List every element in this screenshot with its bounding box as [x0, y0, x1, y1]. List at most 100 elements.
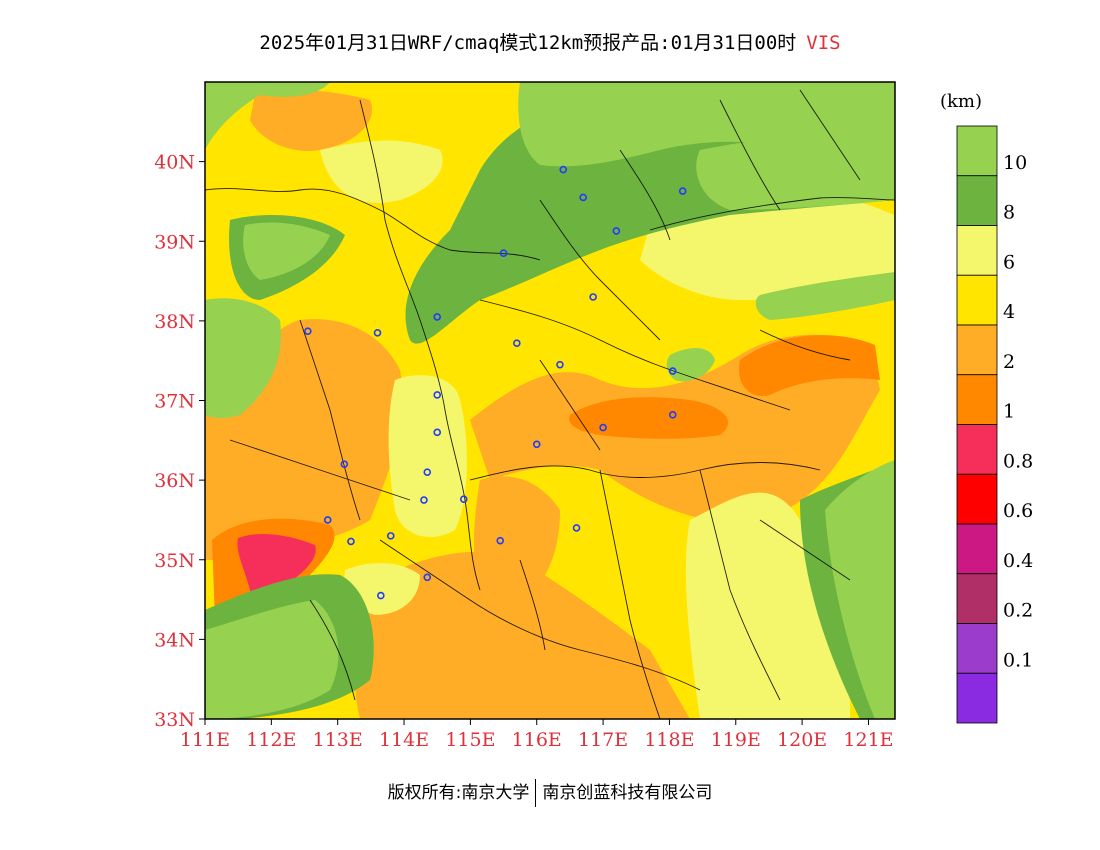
city-marker — [433, 391, 442, 399]
footer-divider — [535, 779, 537, 807]
colorbar-swatch — [956, 623, 998, 674]
lat-tick-label: 35N — [154, 550, 195, 572]
colorbar-label: 0.6 — [1003, 500, 1033, 522]
city-marker — [420, 496, 428, 504]
city-marker — [668, 411, 677, 419]
title-main: 2025年01月31日WRF/cmaq模式12km预报产品:01月31日00时 — [259, 32, 797, 54]
colorbar-swatch — [956, 125, 998, 177]
city-marker — [572, 524, 581, 532]
colorbar-unit: (km) — [940, 91, 982, 112]
vis-zone-deeporange-east — [569, 397, 729, 439]
city-markers — [304, 165, 687, 600]
vis-zone-orange-southcentral — [474, 476, 560, 610]
colorbar-swatch — [956, 672, 998, 724]
colorbar-swatch — [956, 424, 998, 475]
city-marker — [433, 428, 442, 437]
city-marker — [668, 367, 677, 375]
colorbar-swatch — [956, 274, 998, 326]
vis-zone-green-west — [205, 298, 281, 419]
city-marker — [377, 591, 385, 600]
colorbar-swatch — [956, 324, 998, 376]
lon-tick-label: 120E — [777, 729, 827, 751]
city-marker — [323, 516, 332, 524]
vis-zone-green-nw — [205, 82, 330, 150]
footer-left: 版权所有:南京大学 — [387, 783, 530, 803]
city-marker — [513, 339, 521, 347]
copyright-footer: 版权所有:南京大学 南京创蓝科技有限公司 — [0, 778, 1100, 807]
city-marker — [496, 536, 505, 545]
colorbar-swatch — [956, 175, 998, 226]
colorbar-label: 1 — [1003, 401, 1015, 423]
colorbar-label: 0.1 — [1003, 649, 1033, 671]
vis-zone-deeporange-coast — [739, 335, 880, 396]
lon-tick-label: 113E — [313, 729, 363, 751]
city-marker — [678, 187, 687, 195]
lon-tick-label: 117E — [578, 729, 628, 751]
city-marker — [579, 193, 587, 202]
vis-zone-green-sea — [755, 272, 895, 320]
city-marker — [559, 165, 568, 174]
vis-zone-lightyellow-east — [640, 199, 895, 300]
vis-zone-green-east — [825, 460, 895, 719]
city-marker — [459, 495, 468, 504]
vis-zone-low-hotspot — [237, 534, 316, 600]
vis-zone-green-westmid — [243, 222, 330, 280]
colorbar-swatch — [956, 473, 998, 525]
city-marker — [423, 573, 432, 582]
lat-tick-label: 39N — [154, 231, 195, 253]
lon-tick-label: 118E — [644, 729, 694, 751]
lon-tick-label: 111E — [180, 729, 230, 751]
city-marker — [373, 329, 382, 337]
colorbar-label: 0.4 — [1003, 550, 1033, 572]
vis-zone-green-sw — [205, 600, 339, 719]
lat-tick-label: 34N — [154, 629, 195, 651]
colorbar-swatch — [956, 573, 998, 624]
colorbar-label: 0.8 — [1003, 450, 1033, 472]
title-variable: VIS — [806, 32, 841, 54]
city-marker — [433, 313, 442, 321]
lon-tick-label: 121E — [843, 729, 893, 751]
admin-borders — [205, 89, 895, 719]
vis-zone-green-northeast2 — [696, 135, 895, 210]
colorbar-label: 4 — [1003, 301, 1015, 323]
lat-tick-label: 33N — [154, 709, 195, 731]
lon-tick-label: 119E — [711, 729, 761, 751]
lon-tick-label: 112E — [246, 729, 296, 751]
lon-tick-label: 116E — [512, 729, 562, 751]
colorbar-swatch — [956, 225, 998, 276]
colorbar: (km) 10 8 6 4 2 1 0.8 0.6 0.4 0.2 0.1 — [940, 91, 1033, 724]
chart-title: 2025年01月31日WRF/cmaq模式12km预报产品:01月31日00时 V… — [0, 28, 1100, 55]
latitude-axis: 33N 34N 35N 36N 37N 38N 39N 40N — [154, 152, 205, 731]
vis-zone-orange-south — [354, 551, 690, 719]
colorbar-label: 8 — [1003, 202, 1015, 224]
longitude-axis: 111E 112E 113E 114E 115E 116E 117E 118E 119E 120E… — [180, 719, 894, 751]
city-marker — [340, 460, 349, 469]
city-marker — [589, 293, 597, 301]
colorbar-label: 0.2 — [1003, 600, 1033, 622]
city-marker — [556, 360, 564, 369]
city-marker — [612, 227, 621, 235]
city-marker — [599, 423, 607, 432]
lon-tick-label: 115E — [445, 729, 495, 751]
colorbar-swatch — [956, 374, 998, 425]
footer-right: 南京创蓝科技有限公司 — [542, 783, 713, 803]
vis-zone-orange-north — [250, 90, 372, 151]
lat-tick-label: 37N — [154, 391, 195, 413]
city-marker — [532, 440, 541, 449]
lon-tick-label: 114E — [379, 729, 429, 751]
vis-zone-lightyellow-north — [320, 140, 443, 203]
lat-tick-label: 40N — [154, 152, 195, 174]
lat-tick-label: 38N — [154, 311, 195, 333]
city-marker — [304, 327, 312, 336]
visibility-map — [205, 82, 895, 719]
colorbar-label: 10 — [1003, 152, 1027, 174]
lat-tick-label: 36N — [154, 470, 195, 492]
colorbar-label: 2 — [1003, 351, 1015, 373]
city-marker — [499, 249, 508, 257]
city-marker — [386, 532, 395, 540]
colorbar-label: 6 — [1003, 251, 1015, 273]
city-marker — [347, 537, 355, 546]
vis-zone-lightyellow-center — [388, 375, 467, 538]
city-marker — [423, 468, 432, 476]
